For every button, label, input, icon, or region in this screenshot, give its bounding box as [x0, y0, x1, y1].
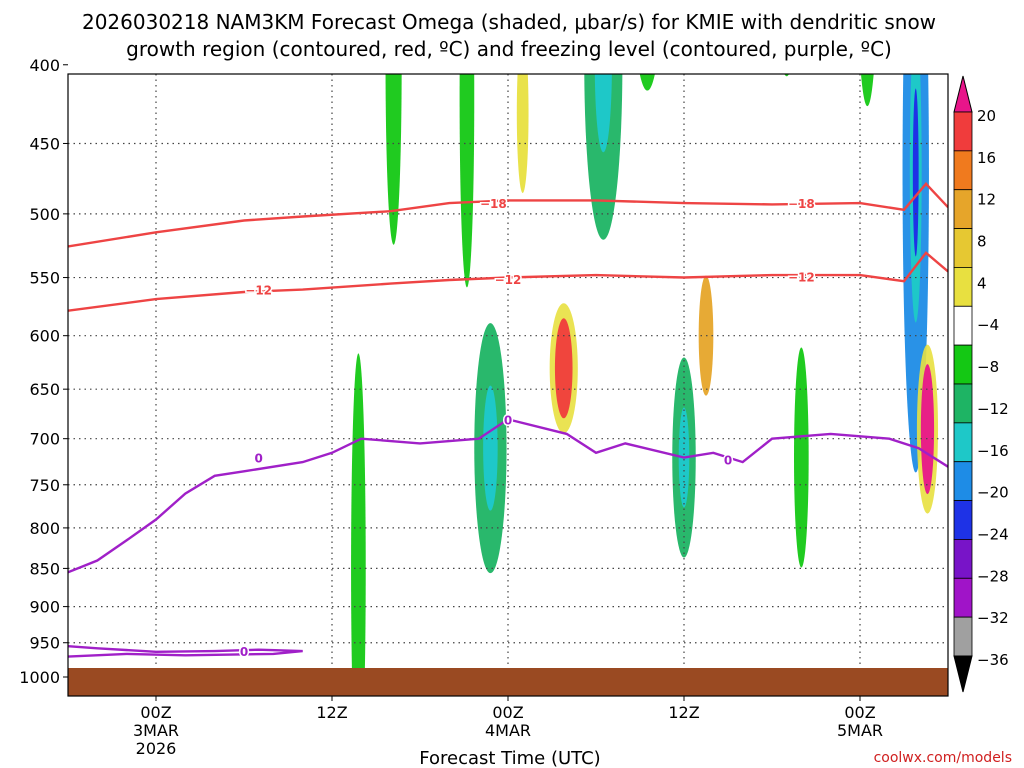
- contour-label-2: −12: [245, 284, 272, 298]
- contour-label-7: 0: [724, 453, 732, 467]
- colorbar-label-9: −20: [977, 484, 1009, 502]
- colorbar-swatch-7: [953, 383, 973, 424]
- x-tick-label-3-0: 12Z: [668, 703, 699, 722]
- colorbar-swatch-9: [953, 461, 973, 501]
- y-tick-label-800: 800: [29, 519, 60, 538]
- colorbar-label-11: −28: [977, 567, 1009, 585]
- contour-line-2: [68, 418, 948, 574]
- omega-region-4: [516, 74, 529, 194]
- y-tick-label-750: 750: [29, 476, 60, 495]
- x-tick-label-1-0: 12Z: [316, 703, 347, 722]
- plot-area: −18 −18 −12 −12 −12 0 0 0 0: [68, 74, 948, 696]
- x-tick-label-0-0: 00Z: [140, 703, 171, 722]
- gridlines: [68, 74, 948, 696]
- y-tick-label-450: 450: [29, 134, 60, 153]
- omega-core-7: [594, 74, 612, 153]
- y-tick-label-550: 550: [29, 269, 60, 288]
- contour-label-8: 0: [240, 645, 248, 659]
- colorbar-swatch-11: [953, 539, 973, 579]
- y-axis-ticks: 2503003504004505005506006507007508008509…: [19, 56, 68, 687]
- contour-label-6: 0: [504, 413, 512, 427]
- y-tick-label-500: 500: [29, 205, 60, 224]
- colorbar-label-12: −32: [977, 609, 1009, 627]
- contour-lines: −18 −18 −12 −12 −12 0 0 0 0: [68, 181, 948, 661]
- colorbar-label-10: −24: [977, 525, 1009, 543]
- x-tick-label-0-1: 3MAR: [133, 721, 179, 740]
- omega-region-15: [920, 364, 935, 495]
- colorbar-swatch-5: [953, 305, 973, 346]
- omega-region-7: [584, 74, 623, 240]
- colorbar-bottom-arrow: [953, 655, 973, 693]
- omega-core-strong-14: [912, 88, 919, 257]
- contour-label-5: 0: [254, 452, 262, 466]
- colorbar-label-13: −36: [977, 651, 1009, 669]
- terrain-ground: [68, 668, 948, 696]
- brand-watermark: coolwx.com/models: [874, 750, 1012, 766]
- x-tick-label-2-1: 4MAR: [485, 721, 531, 740]
- y-tick-label-600: 600: [29, 327, 60, 346]
- y-tick-label-1000: 1000: [19, 668, 60, 687]
- colorbar-label-6: −8: [977, 358, 999, 376]
- x-axis-label: Forecast Time (UTC): [419, 748, 600, 768]
- x-tick-label-2-0: 00Z: [492, 703, 523, 722]
- colorbar-swatch-13: [953, 616, 973, 657]
- colorbar-swatch-3: [953, 228, 973, 268]
- colorbar-swatch-12: [953, 577, 973, 618]
- colorbar-swatch-10: [953, 500, 973, 540]
- colorbar-label-4: 4: [977, 274, 987, 292]
- colorbar-label-8: −16: [977, 442, 1009, 460]
- omega-region-8: [639, 74, 655, 91]
- omega-region-12: [794, 347, 809, 568]
- contour-label-1: −18: [788, 197, 815, 211]
- y-tick-label-900: 900: [29, 598, 60, 617]
- contour-label-0: −18: [480, 197, 507, 211]
- colorbar-swatch-2: [953, 189, 973, 229]
- colorbar-top-arrow: [953, 75, 973, 113]
- contour-line-0: [68, 181, 948, 248]
- colorbar-label-0: 20: [977, 107, 996, 125]
- colorbar-label-3: 8: [977, 233, 987, 251]
- chart-title-line2: growth region (contoured, red, ºC) and f…: [126, 37, 892, 61]
- x-tick-label-4-0: 00Z: [844, 703, 875, 722]
- colorbar-swatch-4: [953, 267, 973, 307]
- y-tick-label-700: 700: [29, 430, 60, 449]
- omega-region-5: [554, 318, 573, 419]
- omega-region-1: [385, 74, 402, 245]
- colorbar-label-5: −4: [977, 316, 999, 334]
- colorbar-label-7: −12: [977, 400, 1009, 418]
- y-tick-label-950: 950: [29, 634, 60, 653]
- contour-label-4: −12: [788, 270, 815, 284]
- x-tick-label-4-1: 5MAR: [837, 721, 883, 740]
- y-tick-label-400: 400: [29, 56, 60, 75]
- contour-line-3: [68, 645, 303, 658]
- colorbar-swatch-1: [953, 150, 973, 191]
- colorbar-label-1: 16: [977, 149, 996, 167]
- contour-label-3: −12: [495, 273, 522, 287]
- y-tick-label-650: 650: [29, 380, 60, 399]
- colorbar-swatch-6: [953, 344, 973, 385]
- omega-region-2: [459, 74, 475, 288]
- chart-title-line1: 2026030218 NAM3KM Forecast Omega (shaded…: [82, 10, 936, 34]
- y-tick-label-850: 850: [29, 559, 60, 578]
- colorbar-label-2: 12: [977, 191, 996, 209]
- omega-region-13: [860, 74, 874, 107]
- colorbar-swatch-8: [953, 422, 973, 463]
- contour-line-1: [68, 251, 948, 312]
- colorbar: 20 16 12 8 4 −4 −8 −12 −16 −20 −24 −28 −32 −36: [953, 75, 1009, 693]
- colorbar-swatch-0: [953, 111, 973, 152]
- omega-core-3: [483, 385, 498, 511]
- omega-shading: [351, 74, 939, 696]
- omega-region-0: [351, 353, 366, 696]
- x-tick-label-0-2: 2026: [136, 739, 177, 758]
